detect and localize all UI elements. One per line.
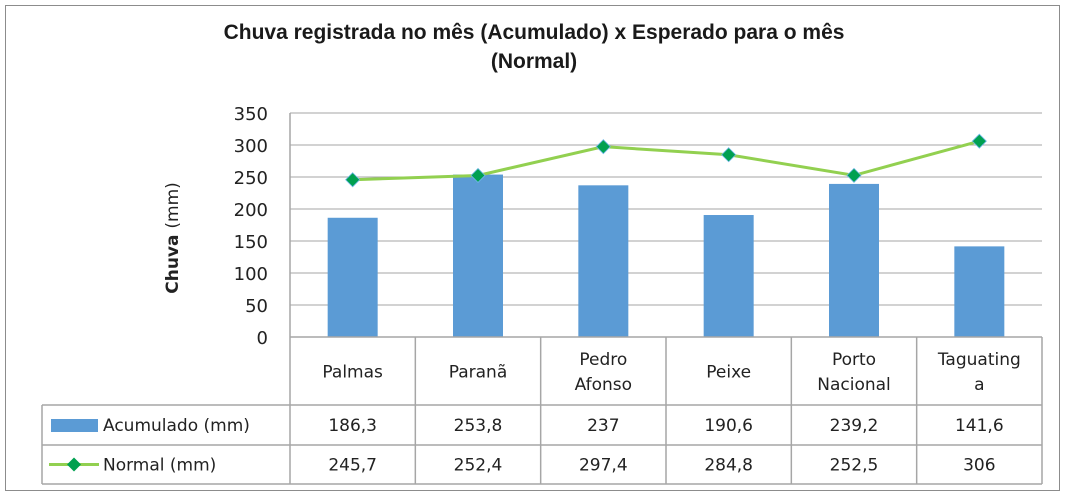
data-table-value: 245,7 [328,456,377,476]
data-table-value: 306 [963,456,995,476]
y-tick-label: 300 [234,136,268,157]
legend-key-normal-marker [67,457,81,472]
legend-key-acumulado [51,419,98,432]
chart-title-line-1: Chuva registrada no mês (Acumulado) x Es… [223,21,845,44]
line-normal [352,139,980,182]
y-axis-label-bold: Chuva [163,229,183,294]
marker-normal [971,133,987,149]
chart-title: Chuva registrada no mês (Acumulado) x Es… [0,18,1068,76]
data-table-value: 284,8 [704,456,753,476]
marker-normal [721,147,737,163]
x-category-label: Afonso [575,375,632,395]
data-table-value: 239,2 [830,416,879,436]
marker-normal [470,167,486,184]
y-tick-label: 150 [234,232,268,253]
x-category-label: Porto [832,350,876,370]
data-table-value: 253,8 [454,416,503,436]
legend-label: Acumulado (mm) [103,416,250,436]
y-tick-label: 250 [234,168,268,189]
bar-acumulado [327,217,378,337]
x-category-label: Nacional [817,375,891,395]
legend-label: Normal (mm) [103,456,216,476]
data-table-value: 141,6 [955,416,1004,436]
data-table-value: 252,4 [454,456,503,476]
y-tick-label: 200 [234,200,268,221]
y-tick-label: 350 [234,104,268,125]
marker-normal [345,172,361,188]
y-tick-label: 100 [234,264,268,285]
bar-acumulado [703,215,754,337]
bar-acumulado [954,246,1005,337]
y-axis-label-unit: (mm) [163,182,183,228]
x-category-label: a [974,375,984,395]
data-table-value: 252,5 [830,456,879,476]
marker-normal [595,139,611,155]
x-category-label: Peixe [706,363,751,383]
data-table-value: 297,4 [579,456,628,476]
chart-frame [5,5,1060,491]
x-category-label: Palmas [322,363,383,383]
y-axis-label: Chuva (mm) [163,182,183,294]
chart-title-line-2: (Normal) [490,50,578,73]
x-category-label: Pedro [579,350,627,370]
y-tick-label: 50 [245,296,268,317]
marker-normal [846,167,862,183]
x-category-label: Paranã [449,363,508,383]
x-category-label: Taguating [937,350,1021,370]
bar-acumulado [829,183,879,337]
data-table-value: 190,6 [704,416,753,436]
data-table-value: 186,3 [328,416,377,436]
data-table-value: 237 [587,416,619,436]
bar-acumulado [453,174,503,337]
y-tick-label: 0 [257,328,268,349]
bar-acumulado [578,185,629,337]
